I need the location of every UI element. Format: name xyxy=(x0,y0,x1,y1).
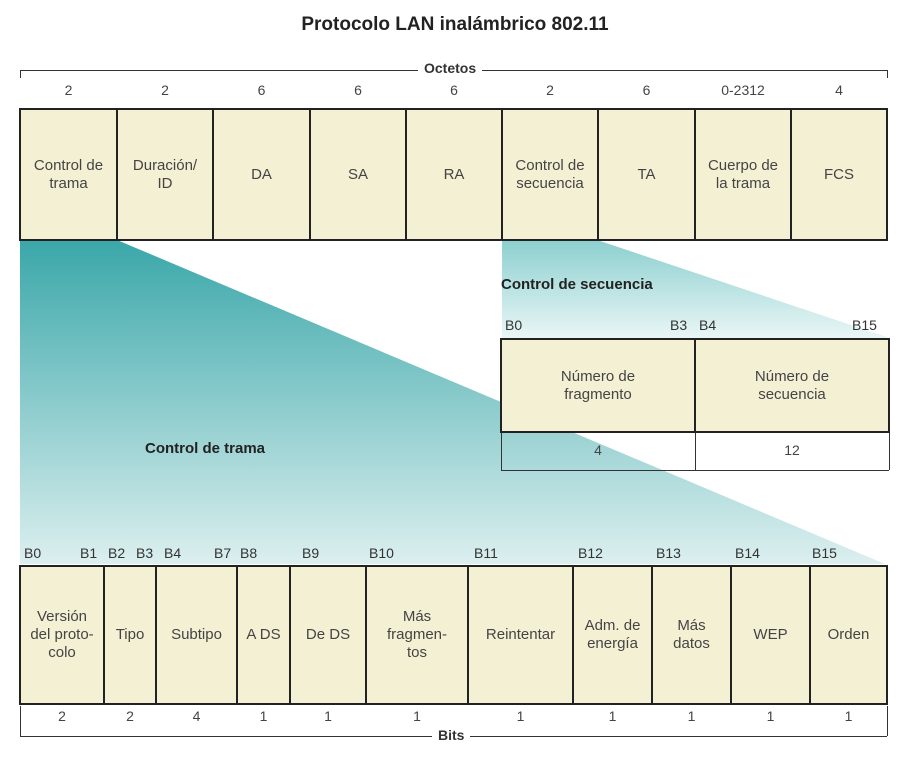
bit-label: B0 xyxy=(505,317,523,333)
bit-count: 1 xyxy=(259,708,268,724)
sequence-field: Número de fragmento xyxy=(500,338,696,433)
frame-control-field: Subtipo xyxy=(155,565,238,705)
bit-label: B7 xyxy=(214,545,232,561)
bit-count: 1 xyxy=(413,708,421,724)
bit-label: B13 xyxy=(656,545,681,561)
bit-count: 2 xyxy=(58,708,66,724)
sequence-size-bracket xyxy=(501,433,502,470)
bit-label: B3 xyxy=(670,317,688,333)
bit-label: B8 xyxy=(240,545,258,561)
frame-field: Control de secuencia xyxy=(501,108,599,241)
frame-control-field: Adm. de energía xyxy=(572,565,653,705)
bit-count: 4 xyxy=(594,442,602,458)
bit-count: 1 xyxy=(608,708,617,724)
bits-axis-label: Bits xyxy=(432,727,471,743)
octet-count: 2 xyxy=(546,82,554,98)
octet-count: 6 xyxy=(450,82,458,98)
frame-control-field: De DS xyxy=(289,565,367,705)
frame-control-field: Más fragmen- tos xyxy=(365,565,469,705)
octet-count: 2 xyxy=(161,82,169,98)
bit-label: B11 xyxy=(474,545,498,561)
octet-count: 6 xyxy=(257,82,266,98)
bit-label: B15 xyxy=(812,545,837,561)
frame-field: TA xyxy=(597,108,696,241)
bit-label: B4 xyxy=(699,317,717,333)
sequence-size-bracket xyxy=(889,433,890,470)
sequence-size-bracket xyxy=(695,433,696,470)
bits-axis-tick-right xyxy=(887,706,888,736)
bit-count: 4 xyxy=(192,708,201,724)
bit-count: 1 xyxy=(844,708,853,724)
octet-count: 4 xyxy=(835,82,843,98)
frame-control-wedge xyxy=(20,240,885,564)
frame-control-field: Versión del proto- colo xyxy=(19,565,105,705)
octet-count: 0-2312 xyxy=(721,82,765,98)
bit-label: B10 xyxy=(369,545,394,561)
octets-axis-tick-right xyxy=(887,70,888,78)
frame-field: SA xyxy=(309,108,407,241)
frame-control-field: WEP xyxy=(730,565,811,705)
bit-label: B9 xyxy=(302,545,320,561)
frame-field: Duración/ ID xyxy=(116,108,214,241)
bit-count: 1 xyxy=(324,708,332,724)
frame-field: FCS xyxy=(790,108,888,241)
frame-field: Control de trama xyxy=(19,108,118,241)
octets-axis-label: Octetos xyxy=(418,60,483,76)
bit-label: B14 xyxy=(735,545,760,561)
bit-label: B0 xyxy=(24,545,42,561)
bit-count: 2 xyxy=(126,708,134,724)
sequence-control-wedge xyxy=(502,240,890,338)
bit-label: B2 xyxy=(108,545,126,561)
diagram-title: Protocolo LAN inalámbrico 802.11 xyxy=(301,14,609,35)
frame-control-field: Tipo xyxy=(103,565,157,705)
frame-control-field: Orden xyxy=(809,565,888,705)
bit-label: B12 xyxy=(578,545,603,561)
bit-label: B3 xyxy=(136,545,154,561)
frame-field: Cuerpo de la trama xyxy=(694,108,792,241)
frame-control-field: Reintentar xyxy=(467,565,574,705)
sequence-size-bracket xyxy=(501,470,889,471)
bit-label: B4 xyxy=(164,545,182,561)
frame-field: DA xyxy=(212,108,311,241)
bit-count: 1 xyxy=(766,708,775,724)
octets-axis-tick-left xyxy=(20,70,21,78)
bit-label: B15 xyxy=(852,317,877,333)
octet-count: 6 xyxy=(354,82,362,98)
bits-axis-tick-left xyxy=(20,706,21,736)
bit-label: B1 xyxy=(80,545,98,561)
sequence-control-title: Control de secuencia xyxy=(501,276,653,293)
frame-control-field: Más datos xyxy=(651,565,732,705)
sequence-field: Número de secuencia xyxy=(694,338,890,433)
frame-field: RA xyxy=(405,108,503,241)
octet-count: 6 xyxy=(642,82,651,98)
octet-count: 2 xyxy=(64,82,73,98)
bit-count: 1 xyxy=(516,708,525,724)
bit-count: 12 xyxy=(784,442,800,458)
bit-count: 1 xyxy=(687,708,696,724)
frame-control-title: Control de trama xyxy=(145,440,266,457)
frame-control-field: A DS xyxy=(236,565,291,705)
